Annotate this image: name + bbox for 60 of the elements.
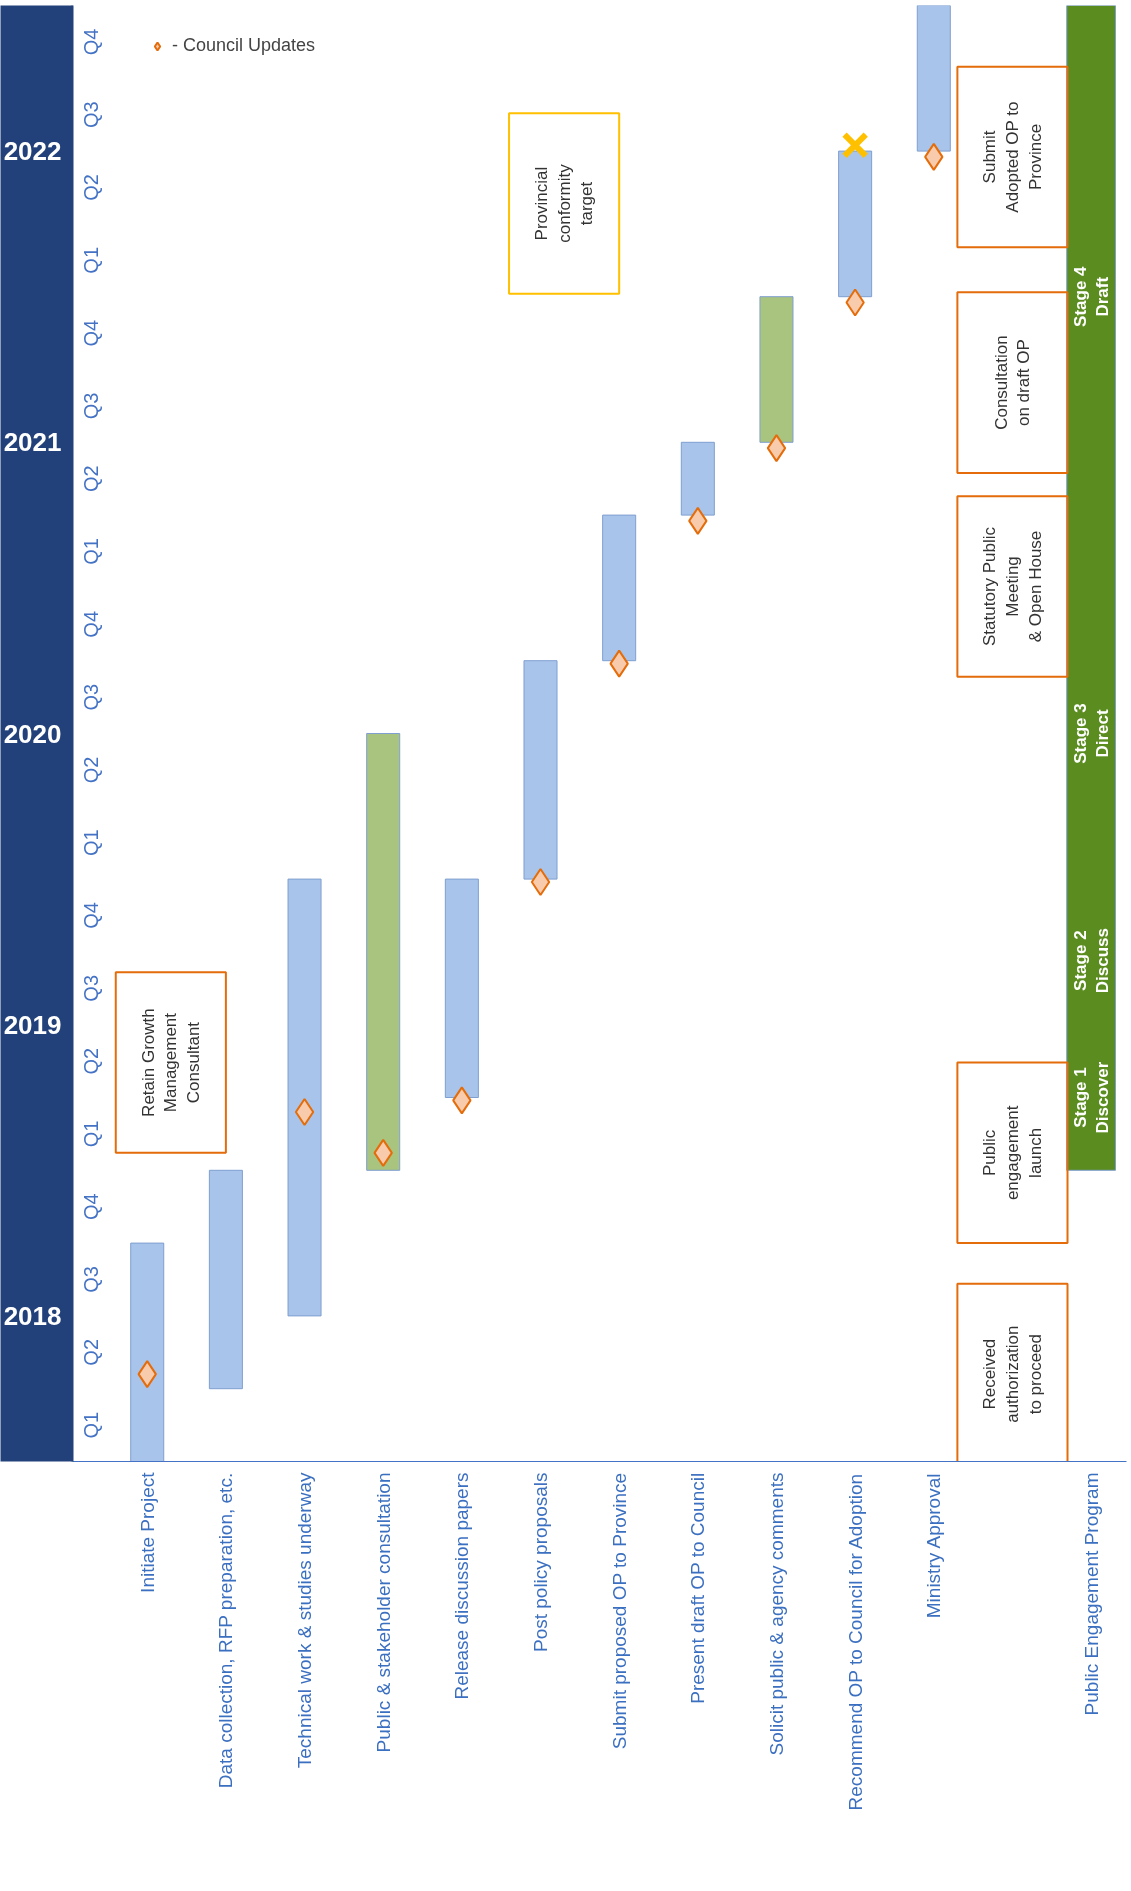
annotation: Q1 bbox=[79, 246, 102, 274]
y-tick-label: 2021 bbox=[3, 427, 62, 458]
y-tick-label: 2019 bbox=[3, 1009, 62, 1040]
annotation: Submit Adopted OP to Province bbox=[980, 101, 1045, 213]
annotation: Q1 bbox=[79, 1120, 102, 1148]
annotation: Q1 bbox=[79, 1411, 102, 1439]
bar bbox=[366, 733, 401, 1171]
annotation: Consultation on draft OP bbox=[991, 335, 1034, 430]
annotation: Q1 bbox=[79, 829, 102, 857]
annotation: Q3 bbox=[79, 1266, 102, 1293]
annotation: Q2 bbox=[79, 174, 102, 201]
x-tick-label: Submit proposed OP to Province bbox=[608, 1472, 630, 1750]
bar bbox=[523, 660, 558, 880]
x-tick-label: Initiate Project bbox=[136, 1471, 158, 1593]
annotation: Q4 bbox=[79, 610, 102, 638]
annotation: Stage 2 Discuss bbox=[1070, 928, 1112, 994]
bar bbox=[208, 1169, 243, 1390]
annotation: Public engagement launch bbox=[980, 1105, 1045, 1201]
y-tick-label: 2022 bbox=[3, 136, 62, 167]
x-tick-label: Solicit public & agency comments bbox=[765, 1472, 787, 1756]
bar bbox=[602, 514, 637, 662]
annotation: Received authorization to proceed bbox=[980, 1325, 1045, 1423]
bar bbox=[916, 5, 951, 152]
annotation: Statutory Public Meeting & Open House bbox=[980, 526, 1045, 646]
annotation: Q4 bbox=[79, 28, 102, 56]
x-tick-label: Ministry Approval bbox=[923, 1473, 945, 1619]
bar bbox=[759, 296, 794, 443]
y-tick-label: 2020 bbox=[3, 718, 62, 749]
annotation: Q3 bbox=[79, 974, 102, 1002]
x-tick-label: Recommend OP to Council for Adoption bbox=[844, 1473, 866, 1811]
x-tick-label: Technical work & studies underway bbox=[294, 1472, 316, 1769]
annotation: Stage 3 Direct bbox=[1070, 703, 1112, 764]
bar bbox=[838, 150, 873, 298]
annotation: Q2 bbox=[79, 465, 102, 493]
x-tick-label: Data collection, RFP preparation, etc. bbox=[215, 1472, 237, 1789]
annotation: Retain Growth Management Consultant bbox=[138, 1008, 204, 1117]
bar bbox=[287, 878, 322, 1317]
x-tick-label: Release discussion papers bbox=[451, 1472, 473, 1700]
x-tick-label: Present draft OP to Council bbox=[687, 1472, 709, 1704]
legend-label: - Council Updates bbox=[172, 35, 316, 56]
annotation: Stage 1 Discover bbox=[1070, 1061, 1112, 1134]
annotation: Q4 bbox=[79, 1193, 102, 1221]
annotation: Provincial conformity target bbox=[531, 163, 597, 243]
annotation: Q3 bbox=[79, 683, 102, 711]
annotation: Q4 bbox=[79, 319, 102, 347]
bar bbox=[680, 441, 715, 516]
x-tick-label: Post policy proposals bbox=[530, 1472, 552, 1653]
annotation: Stage 4 Draft bbox=[1070, 265, 1112, 327]
x-tick-label: Public & stakeholder consultation bbox=[372, 1472, 394, 1753]
annotation: Q2 bbox=[79, 1338, 102, 1366]
bar bbox=[130, 1242, 165, 1462]
annotation: Q2 bbox=[79, 1047, 102, 1075]
annotation: Q3 bbox=[79, 392, 102, 420]
annotation: Q2 bbox=[79, 756, 102, 784]
x-tick-label: Public Engagement Program bbox=[1080, 1472, 1102, 1716]
annotation: Q3 bbox=[79, 101, 102, 129]
annotation: Q1 bbox=[79, 538, 102, 565]
y-tick-label: 2018 bbox=[3, 1300, 62, 1331]
annotation: Q4 bbox=[79, 902, 102, 929]
bar bbox=[444, 878, 479, 1098]
